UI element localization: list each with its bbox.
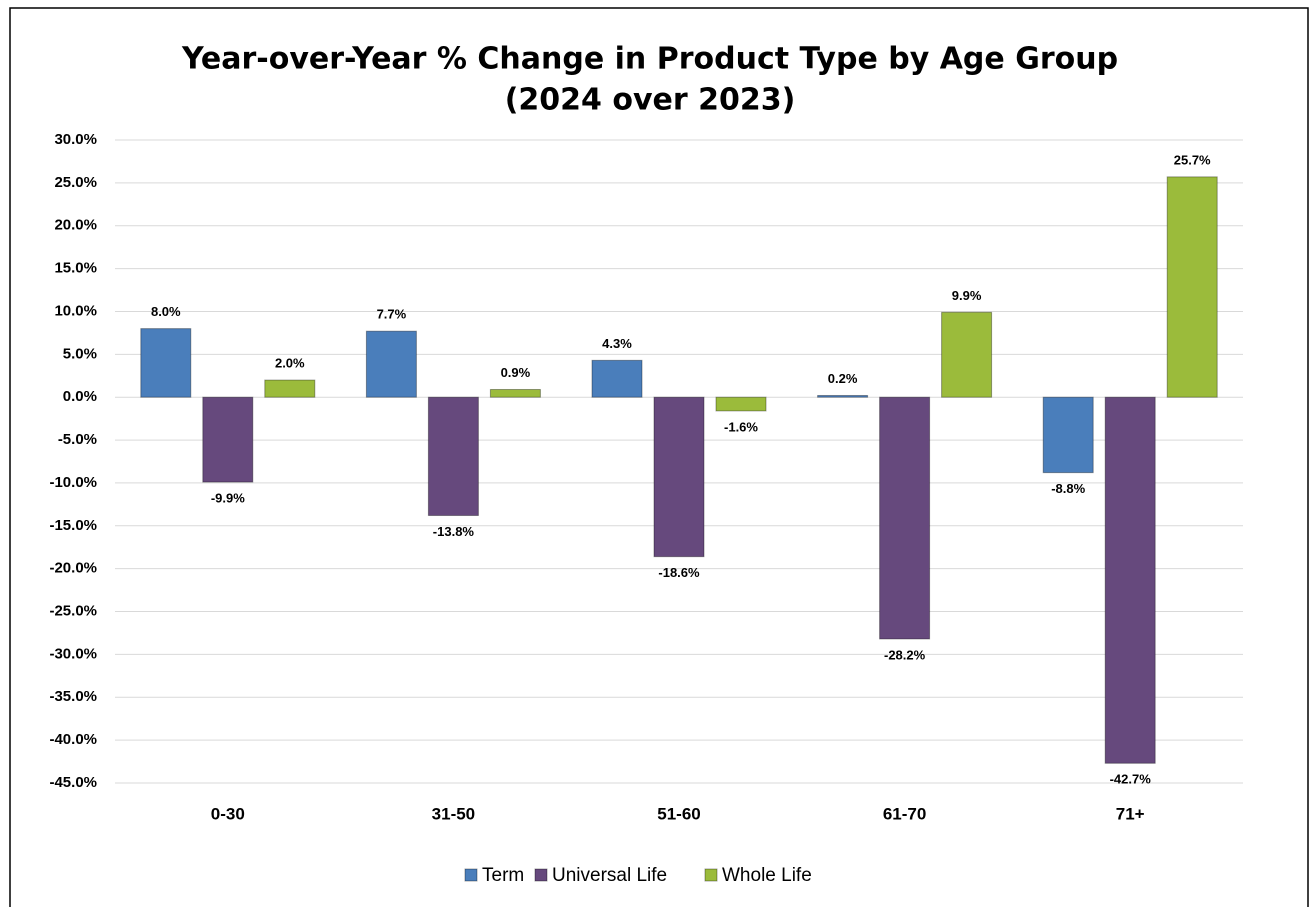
data-label: 9.9% (952, 288, 982, 303)
y-tick-label: -40.0% (49, 731, 97, 748)
data-label: -9.9% (211, 491, 245, 506)
bar (1042, 396, 1094, 474)
data-label: -1.6% (724, 419, 758, 434)
x-tick-label: 61-70 (883, 804, 926, 823)
y-tick-label: 5.0% (63, 345, 97, 362)
y-tick-label: -45.0% (49, 774, 97, 791)
data-label: 4.3% (602, 336, 632, 351)
bar (489, 388, 541, 398)
bar (427, 396, 479, 517)
x-tick-label: 31-50 (432, 804, 475, 823)
legend-swatch (464, 868, 478, 882)
data-label: 0.2% (828, 371, 858, 386)
x-tick-label: 71+ (1116, 804, 1145, 823)
y-tick-label: -25.0% (49, 603, 97, 620)
legend-label: Term (482, 865, 524, 886)
y-tick-label: -35.0% (49, 688, 97, 705)
bar (365, 330, 417, 398)
bar (202, 396, 254, 483)
data-label: -8.8% (1051, 481, 1085, 496)
y-tick-label: 0.0% (63, 388, 97, 405)
y-tick-label: 30.0% (54, 131, 97, 148)
bar (653, 396, 705, 558)
data-label: -18.6% (658, 565, 700, 580)
legend-swatch (704, 868, 718, 882)
x-tick-label: 51-60 (657, 804, 700, 823)
chart-subtitle: (2024 over 2023) (505, 83, 796, 118)
data-label: -42.7% (1110, 772, 1152, 787)
bar (140, 328, 192, 398)
bar (1166, 176, 1218, 398)
y-tick-label: 25.0% (54, 174, 97, 191)
bar (817, 394, 869, 398)
bar (879, 396, 931, 640)
bar (941, 311, 993, 398)
data-label: 8.0% (151, 304, 181, 319)
data-label: -13.8% (433, 524, 475, 539)
bar (591, 359, 643, 398)
data-label: 0.9% (501, 365, 531, 380)
x-tick-label: 0-30 (211, 804, 245, 823)
data-label: 2.0% (275, 355, 305, 370)
bar (1104, 396, 1156, 764)
legend-swatch (534, 868, 548, 882)
data-label: 25.7% (1174, 152, 1211, 167)
data-label: -28.2% (884, 647, 926, 662)
y-tick-label: 15.0% (54, 260, 97, 277)
y-tick-label: -10.0% (49, 474, 97, 491)
y-tick-label: -5.0% (58, 431, 97, 448)
chart-title: Year-over-Year % Change in Product Type … (181, 42, 1118, 77)
y-tick-label: 20.0% (54, 217, 97, 234)
bar (264, 379, 316, 398)
y-tick-label: 10.0% (54, 302, 97, 319)
data-label: 7.7% (377, 307, 407, 322)
legend-label: Whole Life (722, 865, 812, 886)
y-tick-label: -20.0% (49, 560, 97, 577)
legend-label: Universal Life (552, 865, 667, 886)
y-tick-label: -15.0% (49, 517, 97, 534)
bar (715, 396, 767, 412)
y-tick-label: -30.0% (49, 645, 97, 662)
